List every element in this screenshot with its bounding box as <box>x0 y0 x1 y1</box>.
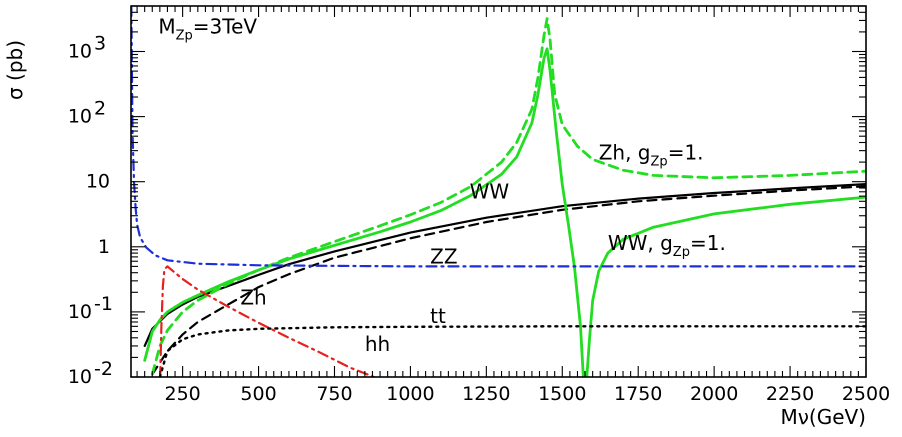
y-axis-title: σ (pb) <box>3 40 27 100</box>
x-tick-label: 2250 <box>766 383 814 405</box>
x-axis-title: Mν(GeV) <box>780 405 866 429</box>
series-layer <box>131 6 866 377</box>
annotation-mass: MZp=3TeV <box>158 14 257 43</box>
series-line-3 <box>143 47 866 377</box>
y-tick-label: 1 <box>98 236 110 258</box>
x-tick-label: 250 <box>164 383 200 405</box>
series-line-5 <box>159 265 376 377</box>
tick-labels: 250 500 750 1000 1250 1500 1750 2000 2250 250010-… <box>68 33 890 405</box>
x-tick-label: 1000 <box>386 383 434 405</box>
x-tick-label: 1500 <box>538 383 586 405</box>
annotation-zh-gzp: Zh, gZp=1. <box>599 140 704 169</box>
y-tick-exponent: 3 <box>94 33 106 55</box>
x-tick-label: 2500 <box>842 383 890 405</box>
x-tick-label: 2000 <box>690 383 738 405</box>
x-tick-label: 1250 <box>462 383 510 405</box>
y-tick-label: 10 <box>68 41 92 63</box>
annotation-zz: ZZ <box>430 245 457 269</box>
y-tick-exponent: -1 <box>94 293 113 315</box>
y-tick-label: 10 <box>68 106 92 128</box>
annotation-hh: hh <box>365 332 390 356</box>
annotation-ww-gzp: WW, gZp=1. <box>608 231 726 260</box>
y-tick-label: 10 <box>68 301 92 323</box>
series-line-6 <box>158 325 866 377</box>
x-tick-label: 500 <box>240 383 276 405</box>
y-tick-exponent: 2 <box>94 98 106 120</box>
y-tick-exponent: -2 <box>94 358 113 380</box>
x-tick-label: 750 <box>316 383 352 405</box>
annotations: MZp=3TeV Zh, gZp=1. WW WW, gZp=1. ZZ Zh tt hh <box>158 14 725 356</box>
x-tick-label: 1750 <box>614 383 662 405</box>
axis-ticks <box>131 5 867 378</box>
annotation-zh: Zh <box>240 285 266 309</box>
series-line-2 <box>150 17 866 376</box>
series-line-4 <box>131 6 866 268</box>
y-tick-label: 10 <box>68 366 92 388</box>
annotation-ww: WW <box>470 180 510 204</box>
annotation-tt: tt <box>430 304 446 328</box>
series-line-0 <box>143 183 866 347</box>
y-tick-label: 10 <box>86 171 110 193</box>
